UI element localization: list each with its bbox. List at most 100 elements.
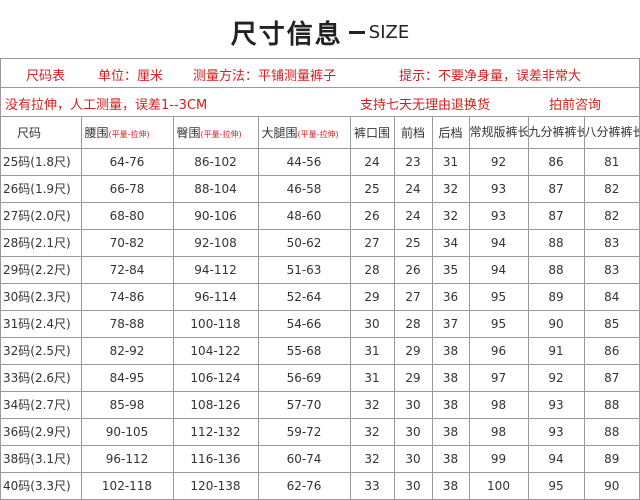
table-row: 31码(2.4尺) 78-88 100-118 54-66 30 28 37 95 90 85 bbox=[1, 309, 639, 338]
thigh-cell: 56-69 bbox=[257, 363, 351, 392]
regular-length-cell: 98 bbox=[468, 417, 529, 446]
header-ninth-length: 九分裤裤长 bbox=[527, 117, 585, 149]
ninth-length-cell: 91 bbox=[527, 336, 585, 365]
ninth-length-cell: 93 bbox=[527, 417, 585, 446]
regular-length-cell: 99 bbox=[468, 444, 529, 473]
size-cell: 31码(2.4尺) bbox=[1, 309, 82, 338]
page-title: 尺寸信息 SIZE bbox=[0, 14, 640, 50]
header-waist-sub: (平量-拉伸) bbox=[108, 129, 150, 139]
eighth-length-cell: 82 bbox=[583, 201, 639, 230]
info-row-1: 尺码表 单位：厘米 测量方法：平铺测量裤子 提示：不要净身量，误差非常大 bbox=[1, 59, 639, 88]
front-rise-cell: 24 bbox=[393, 174, 433, 203]
stretch-note: 没有拉伸，人工测量，误差1--3CM bbox=[5, 98, 208, 113]
return-note: 支持七天无理由退换货 bbox=[360, 98, 491, 113]
eighth-length-cell: 83 bbox=[583, 228, 639, 257]
ninth-length-cell: 86 bbox=[527, 147, 585, 176]
back-rise-cell: 32 bbox=[431, 174, 470, 203]
method-label: 测量方法：平铺测量裤子 bbox=[193, 69, 337, 84]
eighth-length-cell: 85 bbox=[583, 309, 639, 338]
eighth-length-cell: 89 bbox=[583, 444, 639, 473]
back-rise-cell: 36 bbox=[431, 282, 470, 311]
table-row: 34码(2.7尺) 85-98 108-126 57-70 32 30 38 98 93 88 bbox=[1, 390, 639, 419]
thigh-cell: 55-68 bbox=[257, 336, 351, 365]
regular-length-cell: 93 bbox=[468, 174, 529, 203]
front-rise-cell: 25 bbox=[393, 228, 433, 257]
size-cell: 25码(1.8尺) bbox=[1, 147, 82, 176]
back-rise-cell: 38 bbox=[431, 417, 470, 446]
ninth-length-cell: 88 bbox=[527, 255, 585, 284]
waist-cell: 72-84 bbox=[80, 255, 174, 284]
size-table: 尺码 腰围(平量-拉伸) 臀围(平量-拉伸) 大腿围(平量-拉伸) 裤口围 前档… bbox=[1, 117, 639, 500]
table-row: 40码(3.3尺) 102-118 120-138 62-76 33 30 38 100 95 9… bbox=[1, 471, 639, 500]
hem-cell: 31 bbox=[349, 363, 395, 392]
waist-cell: 84-95 bbox=[80, 363, 174, 392]
back-rise-cell: 38 bbox=[431, 471, 470, 500]
size-cell: 33码(2.6尺) bbox=[1, 363, 82, 392]
unit-label: 单位：厘米 bbox=[98, 69, 164, 84]
eighth-length-cell: 88 bbox=[583, 390, 639, 419]
header-hip-label: 臀围 bbox=[176, 125, 201, 140]
consult-note: 拍前咨询 bbox=[549, 98, 602, 113]
hip-cell: 112-132 bbox=[172, 417, 259, 446]
thigh-cell: 52-64 bbox=[257, 282, 351, 311]
hip-cell: 92-108 bbox=[172, 228, 259, 257]
ninth-length-cell: 92 bbox=[527, 363, 585, 392]
table-row: 27码(2.0尺) 68-80 90-106 48-60 26 24 32 93 87 82 bbox=[1, 201, 639, 230]
regular-length-cell: 94 bbox=[468, 255, 529, 284]
hip-cell: 116-136 bbox=[172, 444, 259, 473]
table-row: 28码(2.1尺) 70-82 92-108 50-62 27 25 34 94 88 83 bbox=[1, 228, 639, 257]
header-front-rise: 前档 bbox=[393, 117, 433, 149]
thigh-cell: 46-58 bbox=[257, 174, 351, 203]
ninth-length-cell: 90 bbox=[527, 309, 585, 338]
size-sheet: 尺码表 单位：厘米 测量方法：平铺测量裤子 提示：不要净身量，误差非常大 没有拉… bbox=[0, 58, 640, 500]
table-row: 33码(2.6尺) 84-95 106-124 56-69 31 29 38 97 92 87 bbox=[1, 363, 639, 392]
hip-cell: 96-114 bbox=[172, 282, 259, 311]
back-rise-cell: 38 bbox=[431, 363, 470, 392]
waist-cell: 74-86 bbox=[80, 282, 174, 311]
regular-length-cell: 100 bbox=[468, 471, 529, 500]
ninth-length-cell: 89 bbox=[527, 282, 585, 311]
thigh-cell: 54-66 bbox=[257, 309, 351, 338]
hem-cell: 31 bbox=[349, 336, 395, 365]
size-cell: 28码(2.1尺) bbox=[1, 228, 82, 257]
hem-cell: 32 bbox=[349, 417, 395, 446]
ninth-length-cell: 87 bbox=[527, 201, 585, 230]
regular-length-cell: 96 bbox=[468, 336, 529, 365]
front-rise-cell: 30 bbox=[393, 390, 433, 419]
header-thigh: 大腿围(平量-拉伸) bbox=[257, 117, 351, 149]
back-rise-cell: 37 bbox=[431, 309, 470, 338]
eighth-length-cell: 81 bbox=[583, 147, 639, 176]
thigh-cell: 44-56 bbox=[257, 147, 351, 176]
regular-length-cell: 93 bbox=[468, 201, 529, 230]
eighth-length-cell: 87 bbox=[583, 363, 639, 392]
table-row: 25码(1.8尺) 64-76 86-102 44-56 24 23 31 92 86 81 bbox=[1, 147, 639, 176]
waist-cell: 68-80 bbox=[80, 201, 174, 230]
header-size: 尺码 bbox=[1, 117, 82, 149]
hem-cell: 24 bbox=[349, 147, 395, 176]
header-back-rise: 后档 bbox=[431, 117, 470, 149]
ninth-length-cell: 93 bbox=[527, 390, 585, 419]
waist-cell: 85-98 bbox=[80, 390, 174, 419]
back-rise-cell: 38 bbox=[431, 444, 470, 473]
hem-cell: 30 bbox=[349, 309, 395, 338]
regular-length-cell: 97 bbox=[468, 363, 529, 392]
table-row: 30码(2.3尺) 74-86 96-114 52-64 29 27 36 95 89 84 bbox=[1, 282, 639, 311]
regular-length-cell: 94 bbox=[468, 228, 529, 257]
thigh-cell: 48-60 bbox=[257, 201, 351, 230]
hip-cell: 94-112 bbox=[172, 255, 259, 284]
table-header-row: 尺码 腰围(平量-拉伸) 臀围(平量-拉伸) 大腿围(平量-拉伸) 裤口围 前档… bbox=[1, 117, 639, 149]
front-rise-cell: 27 bbox=[393, 282, 433, 311]
hip-cell: 86-102 bbox=[172, 147, 259, 176]
hip-cell: 104-122 bbox=[172, 336, 259, 365]
size-cell: 34码(2.7尺) bbox=[1, 390, 82, 419]
front-rise-cell: 28 bbox=[393, 309, 433, 338]
ninth-length-cell: 87 bbox=[527, 174, 585, 203]
regular-length-cell: 95 bbox=[468, 309, 529, 338]
waist-cell: 70-82 bbox=[80, 228, 174, 257]
thigh-cell: 50-62 bbox=[257, 228, 351, 257]
hem-cell: 33 bbox=[349, 471, 395, 500]
waist-cell: 90-105 bbox=[80, 417, 174, 446]
hip-cell: 90-106 bbox=[172, 201, 259, 230]
hem-cell: 25 bbox=[349, 174, 395, 203]
waist-cell: 66-78 bbox=[80, 174, 174, 203]
